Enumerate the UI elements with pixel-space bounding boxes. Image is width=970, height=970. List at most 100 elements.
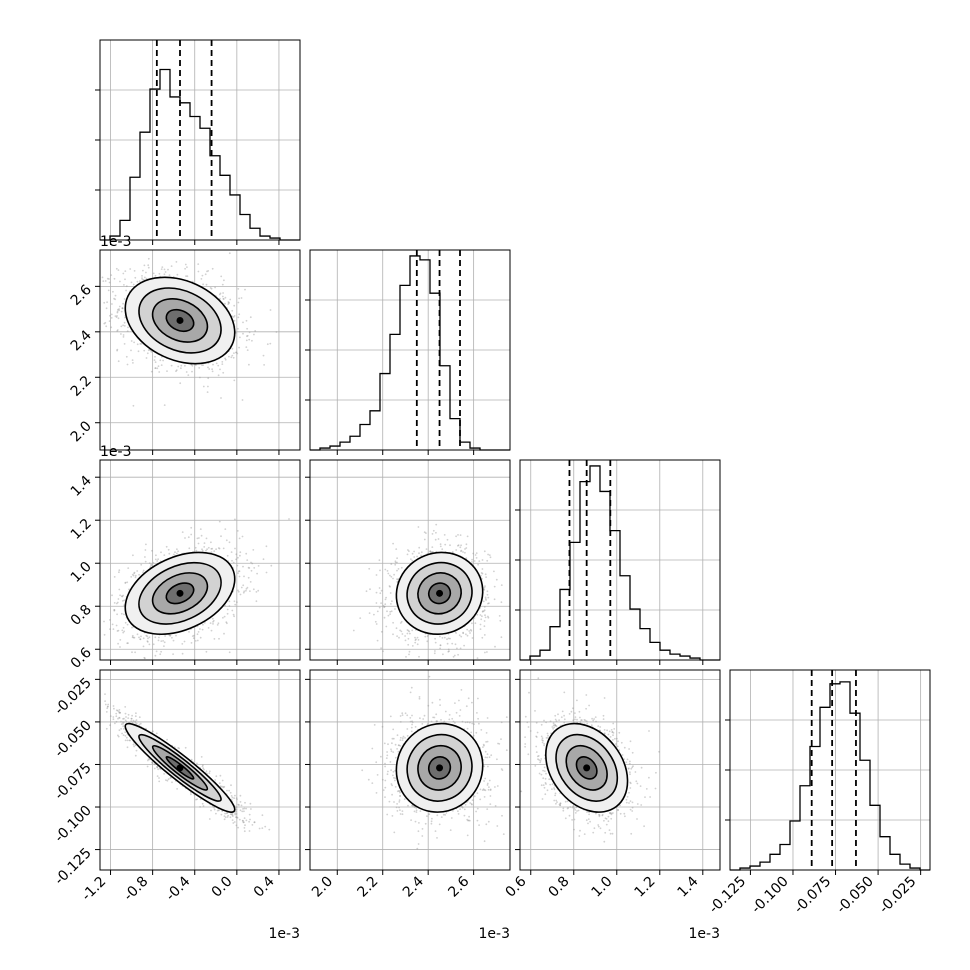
sample-point — [238, 537, 241, 540]
sample-point — [198, 367, 201, 369]
sample-point — [414, 636, 416, 639]
sample-point — [251, 562, 254, 565]
sample-point — [226, 622, 228, 625]
y-tick-label: 1.0 — [68, 559, 95, 586]
sample-point — [180, 367, 182, 370]
sample-point — [434, 637, 436, 640]
sample-point — [139, 638, 142, 641]
sample-point — [144, 276, 146, 279]
sample-point — [234, 547, 236, 550]
sample-point — [221, 283, 224, 286]
sample-point — [138, 573, 141, 576]
sample-point — [465, 543, 468, 546]
sample-point — [154, 361, 157, 363]
sample-point — [143, 264, 146, 267]
sample-point — [123, 321, 126, 324]
sample-point — [201, 548, 203, 551]
sample-point — [139, 343, 142, 345]
sample-point — [103, 301, 106, 304]
sample-point — [200, 278, 203, 280]
sample-point — [205, 537, 208, 540]
sample-point — [148, 643, 151, 646]
sample-point — [474, 622, 477, 625]
sample-point — [379, 592, 382, 595]
sample-point — [228, 600, 231, 603]
sample-point — [250, 569, 253, 572]
sample-point — [238, 346, 241, 349]
sample-point — [127, 642, 129, 644]
sample-point — [417, 639, 420, 641]
sample-point — [483, 634, 486, 636]
sample-point — [205, 283, 208, 286]
sample-point — [144, 549, 147, 551]
sample-point — [398, 636, 400, 639]
sample-point — [226, 612, 229, 615]
sample-point — [160, 268, 163, 270]
sample-point — [174, 551, 176, 554]
sample-point — [210, 287, 213, 290]
sample-point — [229, 816, 232, 819]
sample-point — [124, 278, 126, 281]
sample-point — [130, 576, 133, 578]
sample-point — [386, 610, 388, 613]
sample-point — [167, 268, 169, 271]
sample-point — [409, 632, 411, 635]
sample-point — [222, 616, 224, 619]
sample-point — [205, 650, 208, 653]
sample-point — [124, 270, 127, 272]
sample-point — [126, 330, 129, 332]
sample-point — [253, 333, 255, 336]
sample-point — [147, 637, 149, 640]
sample-point — [156, 560, 159, 562]
sample-point — [196, 639, 199, 642]
y-tick-label: 0.6 — [68, 645, 95, 672]
sample-point — [246, 586, 249, 589]
sample-point — [245, 319, 248, 322]
sample-point — [130, 281, 133, 284]
sample-point — [156, 367, 159, 370]
sample-point — [154, 367, 157, 369]
sample-point — [117, 734, 119, 737]
sample-point — [197, 270, 200, 273]
sample-point — [134, 276, 137, 279]
sample-point — [218, 547, 221, 550]
sample-point — [390, 603, 392, 605]
sample-point — [385, 625, 388, 628]
sample-point — [460, 544, 462, 547]
sample-point — [136, 570, 139, 572]
sample-point — [384, 598, 387, 601]
sample-point — [179, 382, 182, 385]
sample-point — [210, 548, 213, 550]
sample-point — [475, 552, 478, 554]
sample-point — [473, 560, 476, 562]
sample-point — [201, 274, 204, 277]
sample-point — [488, 554, 491, 556]
sample-point — [449, 637, 451, 640]
sample-point — [385, 596, 387, 599]
sample-point — [153, 767, 156, 770]
sample-point — [238, 570, 241, 573]
sample-point — [465, 633, 467, 636]
sample-point — [170, 364, 173, 367]
panel-layer: 2.02.22.42.61e-30.60.81.01.21.41e-3-1.2-… — [52, 39, 931, 942]
sample-point — [389, 574, 391, 577]
sample-point — [228, 301, 230, 304]
sample-point — [130, 340, 133, 342]
sample-point — [248, 338, 251, 341]
sample-point — [227, 301, 230, 303]
sample-point — [384, 603, 387, 606]
sample-point — [114, 298, 117, 301]
sample-point — [213, 638, 216, 640]
sample-point — [147, 266, 150, 269]
sample-point — [110, 326, 113, 329]
sample-point — [484, 614, 486, 617]
sample-point — [234, 518, 236, 521]
sample-point — [138, 636, 140, 639]
sample-point — [462, 551, 464, 553]
sample-point — [142, 278, 145, 281]
sample-point — [389, 613, 391, 615]
sample-point — [164, 271, 167, 273]
sample-point — [499, 619, 502, 622]
sample-point — [244, 288, 246, 291]
sample-point — [121, 595, 123, 598]
